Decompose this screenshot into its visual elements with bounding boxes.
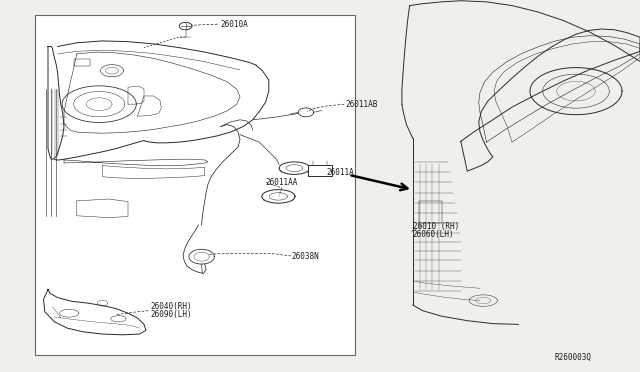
Text: 26011AA: 26011AA — [266, 178, 298, 187]
Text: 26060(LH): 26060(LH) — [413, 230, 454, 239]
Text: 26010A: 26010A — [221, 20, 248, 29]
Bar — [308, 165, 332, 176]
Text: 26011A: 26011A — [326, 169, 354, 177]
Text: 26040(RH): 26040(RH) — [150, 302, 192, 311]
Text: 26011AB: 26011AB — [346, 100, 378, 109]
Bar — [35, 15, 355, 355]
Text: 26090(LH): 26090(LH) — [150, 310, 192, 319]
Text: 26010 (RH): 26010 (RH) — [413, 222, 459, 231]
Text: 26038N: 26038N — [291, 252, 319, 261]
Text: R260003Q: R260003Q — [554, 353, 591, 362]
